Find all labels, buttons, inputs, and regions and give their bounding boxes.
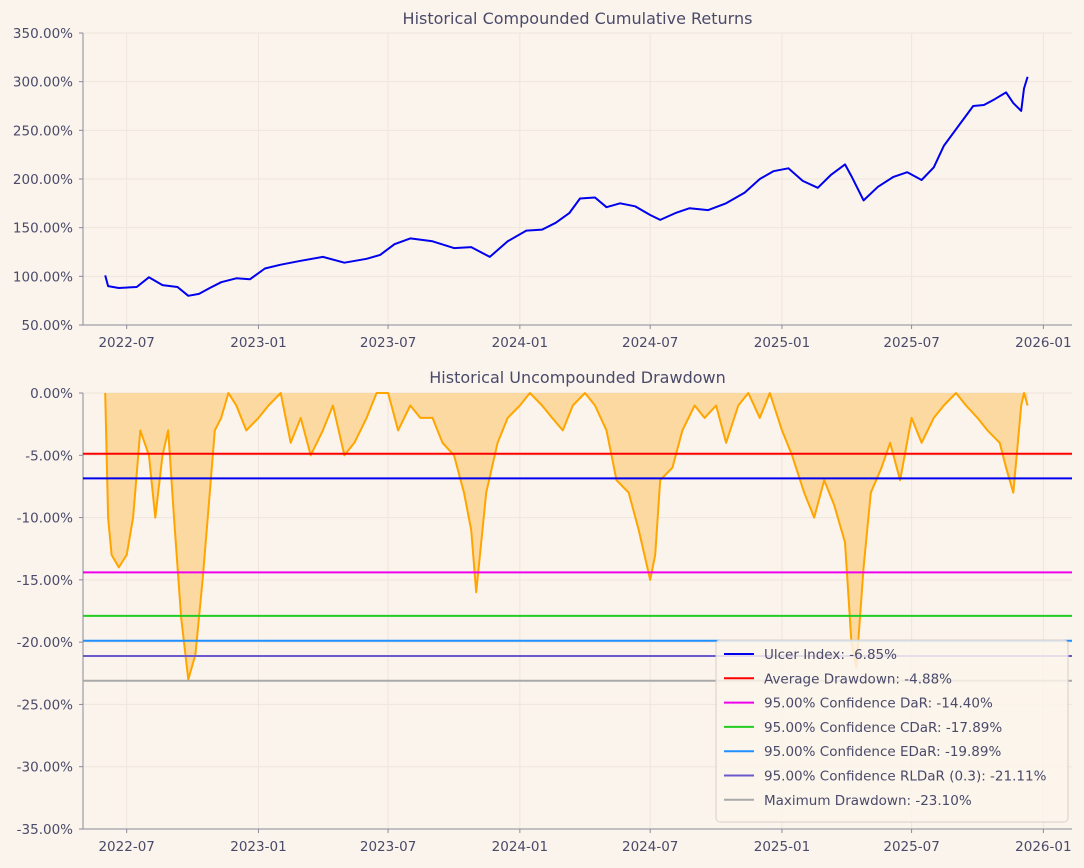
- x-tick-label: 2022-07: [98, 839, 154, 855]
- legend-entry-label: 95.00% Confidence RLDaR (0.3): -21.11%: [764, 769, 1047, 785]
- y-tick-label: 50.00%: [22, 318, 74, 334]
- x-tick-label: 2026-01: [1015, 335, 1071, 351]
- cumulative-returns-line: [104, 76, 1029, 297]
- legend-entry-label: Ulcer Index: -6.85%: [764, 647, 897, 663]
- legend-entry-label: 95.00% Confidence DaR: -14.40%: [764, 696, 993, 712]
- x-tick-label: 2025-01: [754, 839, 810, 855]
- x-tick-label: 2025-01: [754, 335, 810, 351]
- chart-panel-2: 0.00% -5.00% -10.00% -15.00% -20.00% -25.00% -…: [17, 368, 1072, 855]
- chart-title: Historical Uncompounded Drawdown: [429, 368, 725, 387]
- x-tick-label: 2022-07: [98, 335, 154, 351]
- x-tick-label: 2024-01: [492, 839, 548, 855]
- x-tick-label: 2023-07: [360, 335, 416, 351]
- x-tick-label: 2024-07: [622, 839, 678, 855]
- y-tick-label: 200.00%: [13, 172, 73, 188]
- x-tick-label: 2024-01: [492, 335, 548, 351]
- legend: Ulcer Index: -6.85% Average Drawdown: -4.…: [715, 639, 1069, 823]
- y-tick-label: -10.00%: [17, 511, 74, 527]
- y-tick-label: -15.00%: [17, 573, 74, 589]
- x-tick-label: 2023-01: [230, 335, 286, 351]
- x-tick-label: 2026-01: [1015, 839, 1071, 855]
- y-tick-label: -5.00%: [25, 448, 73, 464]
- y-tick-label: 150.00%: [13, 221, 73, 237]
- y-tick-label: -20.00%: [17, 635, 74, 651]
- y-tick-label: 0.00%: [30, 386, 73, 402]
- x-tick-label: 2025-07: [883, 839, 939, 855]
- chart-panel-1: 50.00% 100.00% 150.00% 200.00% 250.00% 300.00…: [13, 9, 1072, 351]
- legend-box: [715, 639, 1069, 823]
- legend-entry-label: 95.00% Confidence EDaR: -19.89%: [764, 744, 1001, 760]
- y-tick-label: 350.00%: [13, 26, 73, 42]
- x-tick-label: 2024-07: [622, 335, 678, 351]
- y-tick-label: 250.00%: [13, 123, 73, 139]
- y-tick-label: -35.00%: [17, 822, 74, 838]
- legend-entry-label: Maximum Drawdown: -23.10%: [764, 793, 972, 809]
- x-tick-label: 2023-01: [230, 839, 286, 855]
- y-tick-label: 100.00%: [13, 269, 73, 285]
- chart-title: Historical Compounded Cumulative Returns: [403, 9, 753, 28]
- legend-entry-label: Average Drawdown: -4.88%: [764, 671, 952, 687]
- x-tick-label: 2023-07: [360, 839, 416, 855]
- y-tick-label: 300.00%: [13, 75, 73, 91]
- legend-entry-label: 95.00% Confidence CDaR: -17.89%: [764, 720, 1002, 736]
- drawdown-area: [105, 393, 1028, 680]
- drawdown-line: [104, 392, 1029, 681]
- y-tick-label: -30.00%: [17, 760, 74, 776]
- x-tick-label: 2025-07: [883, 335, 939, 351]
- y-tick-label: -25.00%: [17, 697, 74, 713]
